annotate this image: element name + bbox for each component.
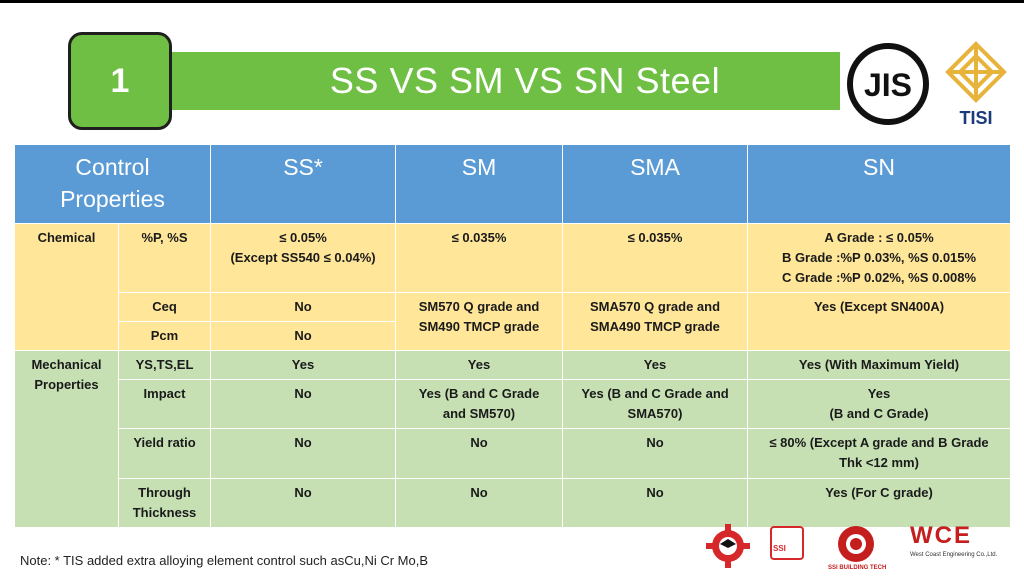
row-label-ceq: Ceq — [117, 292, 212, 322]
table-row-through-thickness: Through Thickness No No No Yes (For C gr… — [15, 478, 1012, 528]
cell-sm-yield-ratio: No — [395, 428, 564, 479]
cell-sn-impact: Yes (B and C Grade) — [747, 379, 1012, 429]
cell-ss-impact: No — [210, 379, 397, 429]
slide-number-badge: 1 — [68, 32, 172, 130]
row-label-impact: Impact — [117, 379, 212, 429]
wce-logo-caption: West Coast Engineering Co.,Ltd. — [910, 552, 998, 558]
row-label-pcm: Pcm — [117, 321, 212, 351]
cell-sn-yield-ratio: ≤ 80% (Except A grade and B Grade Thk <1… — [747, 428, 1012, 479]
cell-text: ≤ 0.05% — [279, 230, 327, 245]
top-rule — [0, 0, 1024, 3]
cell-text: (Except SS540 ≤ 0.04%) — [230, 250, 376, 265]
cell-text: Thickness — [132, 505, 197, 520]
tisi-logo-icon: TISI — [945, 41, 1007, 128]
cell-text: and SM570) — [442, 406, 516, 421]
cell-sm-through-thickness: No — [395, 478, 564, 528]
cell-ss-pcm: No — [210, 321, 397, 351]
category-chemical: Chemical — [14, 223, 119, 351]
cell-sn-ceq-pcm: Yes (Except SN400A) — [747, 292, 1012, 351]
table-row-impact: Impact No Yes (B and C Grade and SM570) … — [15, 379, 1012, 429]
cell-sma-through-thickness: No — [562, 478, 749, 528]
ssi-building-tech-text: SSI BUILDING TECH — [828, 565, 887, 571]
row-label-p-s: %P, %S — [117, 223, 212, 293]
cell-sm-ys: Yes — [395, 350, 564, 380]
cell-ss-ceq: No — [210, 292, 397, 322]
cell-sm-impact: Yes (B and C Grade and SM570) — [395, 379, 564, 429]
table-row-pcm: Pcm No — [15, 321, 1011, 351]
ssi-building-tech-logo-icon — [838, 526, 874, 562]
cell-sm-ceq-pcm: SM570 Q grade and SM490 TMCP grade — [395, 292, 564, 351]
category-mechanical: Mechanical Properties — [14, 350, 119, 528]
cell-text: Properties — [34, 377, 99, 392]
wce-logo: WCE — [910, 522, 972, 549]
table-row-ys: Mechanical Properties YS,TS,EL Yes Yes Y… — [14, 350, 1012, 528]
table-row-ceq: Ceq No SM570 Q grade and SM490 TMCP grad… — [15, 292, 1012, 351]
cell-text: SMA570 Q grade and — [589, 299, 721, 314]
cell-text: SMA490 TMCP grade — [590, 319, 720, 334]
table-row-yield-ratio: Yield ratio No No No ≤ 80% (Except A gra… — [15, 428, 1012, 479]
cell-text: A Grade : ≤ 0.05% — [824, 230, 934, 245]
cell-text: Mechanical — [31, 357, 102, 372]
cell-sma-p-s: ≤ 0.035% — [562, 223, 749, 293]
comparison-table: Control Properties SS* SM SMA SN Chemica… — [13, 144, 1012, 528]
cell-sn-through-thickness: Yes (For C grade) — [747, 478, 1012, 528]
header-sm: SM — [395, 144, 564, 224]
cell-sm-p-s: ≤ 0.035% — [395, 223, 564, 293]
cell-text: Yes (B and C Grade and — [581, 386, 729, 401]
cell-text: Yes (B and C Grade — [418, 386, 540, 401]
cell-text: SMA570) — [627, 406, 683, 421]
cell-ss-p-s: ≤ 0.05% (Except SS540 ≤ 0.04%) — [210, 223, 397, 293]
jis-logo-icon: JIS — [847, 43, 929, 125]
cell-text: C Grade :%P 0.02%, %S 0.008% — [781, 270, 977, 285]
ssi-logo-icon — [770, 526, 804, 560]
jis-logo-text: JIS — [864, 67, 912, 103]
title-bar: SS VS SM VS SN Steel — [150, 52, 840, 110]
standards-logos: JIS TISI — [842, 32, 1020, 132]
header-ss: SS* — [210, 144, 397, 224]
cell-text: ≤ 80% (Except A grade and B Grade — [769, 435, 989, 450]
cell-text: SM490 TMCP grade — [418, 319, 540, 334]
footer-logos: SSI SSI BUILDING TECH WCE West Coast Eng… — [700, 520, 1020, 576]
row-label-yield-ratio: Yield ratio — [117, 428, 212, 479]
row-label-through-thickness: Through Thickness — [117, 478, 212, 528]
header-row: Control Properties SS* SM SMA SN — [13, 144, 1012, 224]
cell-sma-ys: Yes — [562, 350, 749, 380]
cell-sn-p-s: A Grade : ≤ 0.05% B Grade :%P 0.03%, %S … — [747, 223, 1012, 293]
cell-ss-through-thickness: No — [210, 478, 397, 528]
cell-ss-yield-ratio: No — [210, 428, 397, 479]
cell-sma-yield-ratio: No — [562, 428, 749, 479]
cell-sma-impact: Yes (B and C Grade and SMA570) — [562, 379, 749, 429]
cell-text: Through — [138, 485, 191, 500]
cell-text: B Grade :%P 0.03%, %S 0.015% — [781, 250, 977, 265]
cell-sn-ys: Yes (With Maximum Yield) — [747, 350, 1012, 380]
cell-text: SM570 Q grade and — [418, 299, 540, 314]
cell-text: (B and C Grade) — [829, 406, 929, 421]
header-control-properties: Control Properties — [13, 144, 212, 224]
header-sma: SMA — [562, 144, 749, 224]
footnote: Note: * TIS added extra alloying element… — [20, 553, 429, 568]
tisi-logo-text: TISI — [959, 108, 992, 128]
ssi-logo-text: SSI — [773, 544, 786, 553]
row-label-ys: YS,TS,EL — [117, 350, 212, 380]
cell-sma-ceq-pcm: SMA570 Q grade and SMA490 TMCP grade — [562, 292, 749, 351]
header-sn: SN — [747, 144, 1012, 224]
cell-text: Yes — [867, 386, 891, 401]
cell-ss-ys: Yes — [210, 350, 397, 380]
cell-text: Thk <12 mm) — [839, 455, 919, 470]
slide-title: SS VS SM VS SN Steel — [329, 60, 721, 101]
gear-logo-icon — [706, 524, 750, 568]
table-row-p-s: Chemical %P, %S ≤ 0.05% (Except SS540 ≤ … — [14, 223, 1012, 351]
